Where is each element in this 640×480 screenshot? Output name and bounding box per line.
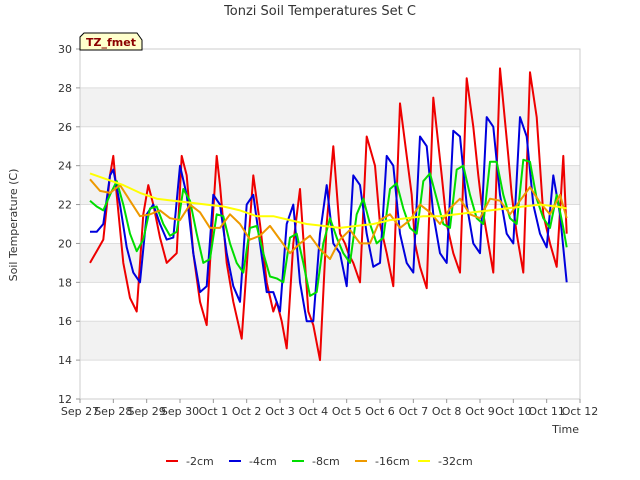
chart-title: Tonzi Soil Temperatures Set C <box>223 4 416 19</box>
x-tick-label: Oct 6 <box>365 405 395 418</box>
y-axis-label: Soil Temperature (C) <box>7 169 20 282</box>
x-tick-label: Oct 7 <box>399 405 429 418</box>
legend-label: -32cm <box>438 455 473 468</box>
legend-label: -16cm <box>375 455 410 468</box>
x-tick-label: Oct 9 <box>465 405 495 418</box>
series-line-16cm <box>89 178 568 260</box>
y-tick-label: 18 <box>58 276 72 289</box>
x-axis-label: Time <box>551 423 579 436</box>
x-tick-label: Oct 5 <box>332 405 362 418</box>
plot-frame <box>79 48 581 400</box>
x-tick-label: Oct 8 <box>432 405 462 418</box>
station-badge-label: TZ_fmet <box>86 36 136 49</box>
x-tick-label: Oct 12 <box>562 405 599 418</box>
x-tick-label: Oct 3 <box>265 405 295 418</box>
series-line-32cm <box>89 172 567 229</box>
series-layer <box>89 67 568 362</box>
x-tick-label: Oct 4 <box>299 405 329 418</box>
station-badge: TZ_fmet <box>79 32 143 51</box>
x-tick-label: Oct 2 <box>232 405 262 418</box>
x-tick-label: Sep 29 <box>128 405 166 418</box>
x-tick-label: Oct 1 <box>199 405 229 418</box>
y-tick-label: 24 <box>58 160 72 173</box>
y-tick-label: 26 <box>58 121 72 134</box>
x-tick-label: Sep 27 <box>61 405 99 418</box>
y-tick-label: 28 <box>58 82 72 95</box>
x-tick-label: Oct 10 <box>495 405 532 418</box>
grid-band <box>80 321 580 361</box>
series-line-2cm <box>89 67 568 362</box>
y-tick-label: 16 <box>58 315 72 328</box>
x-tick-label: Sep 30 <box>161 405 199 418</box>
y-axis-ticks: 12 14 16 18 20 22 24 26 28 30 <box>58 43 80 406</box>
y-tick-label: 14 <box>58 354 72 367</box>
series-line-4cm <box>90 116 568 323</box>
y-tick-label: 22 <box>58 199 72 212</box>
station-badge-box <box>79 32 143 51</box>
series-line-8cm <box>89 158 568 297</box>
y-tick-label: 20 <box>58 237 72 250</box>
y-tick-label: 30 <box>58 43 72 56</box>
legend-label: -8cm <box>312 455 340 468</box>
legend: -2cm -4cm -8cm -16cm -32cm <box>166 455 473 468</box>
legend-label: -4cm <box>249 455 277 468</box>
x-tick-label: Oct 11 <box>528 405 565 418</box>
x-tick-label: Sep 28 <box>94 405 132 418</box>
grid-band <box>80 87 580 127</box>
grid-band <box>80 243 580 283</box>
y-tick-label: 12 <box>58 393 72 406</box>
legend-label: -2cm <box>186 455 214 468</box>
